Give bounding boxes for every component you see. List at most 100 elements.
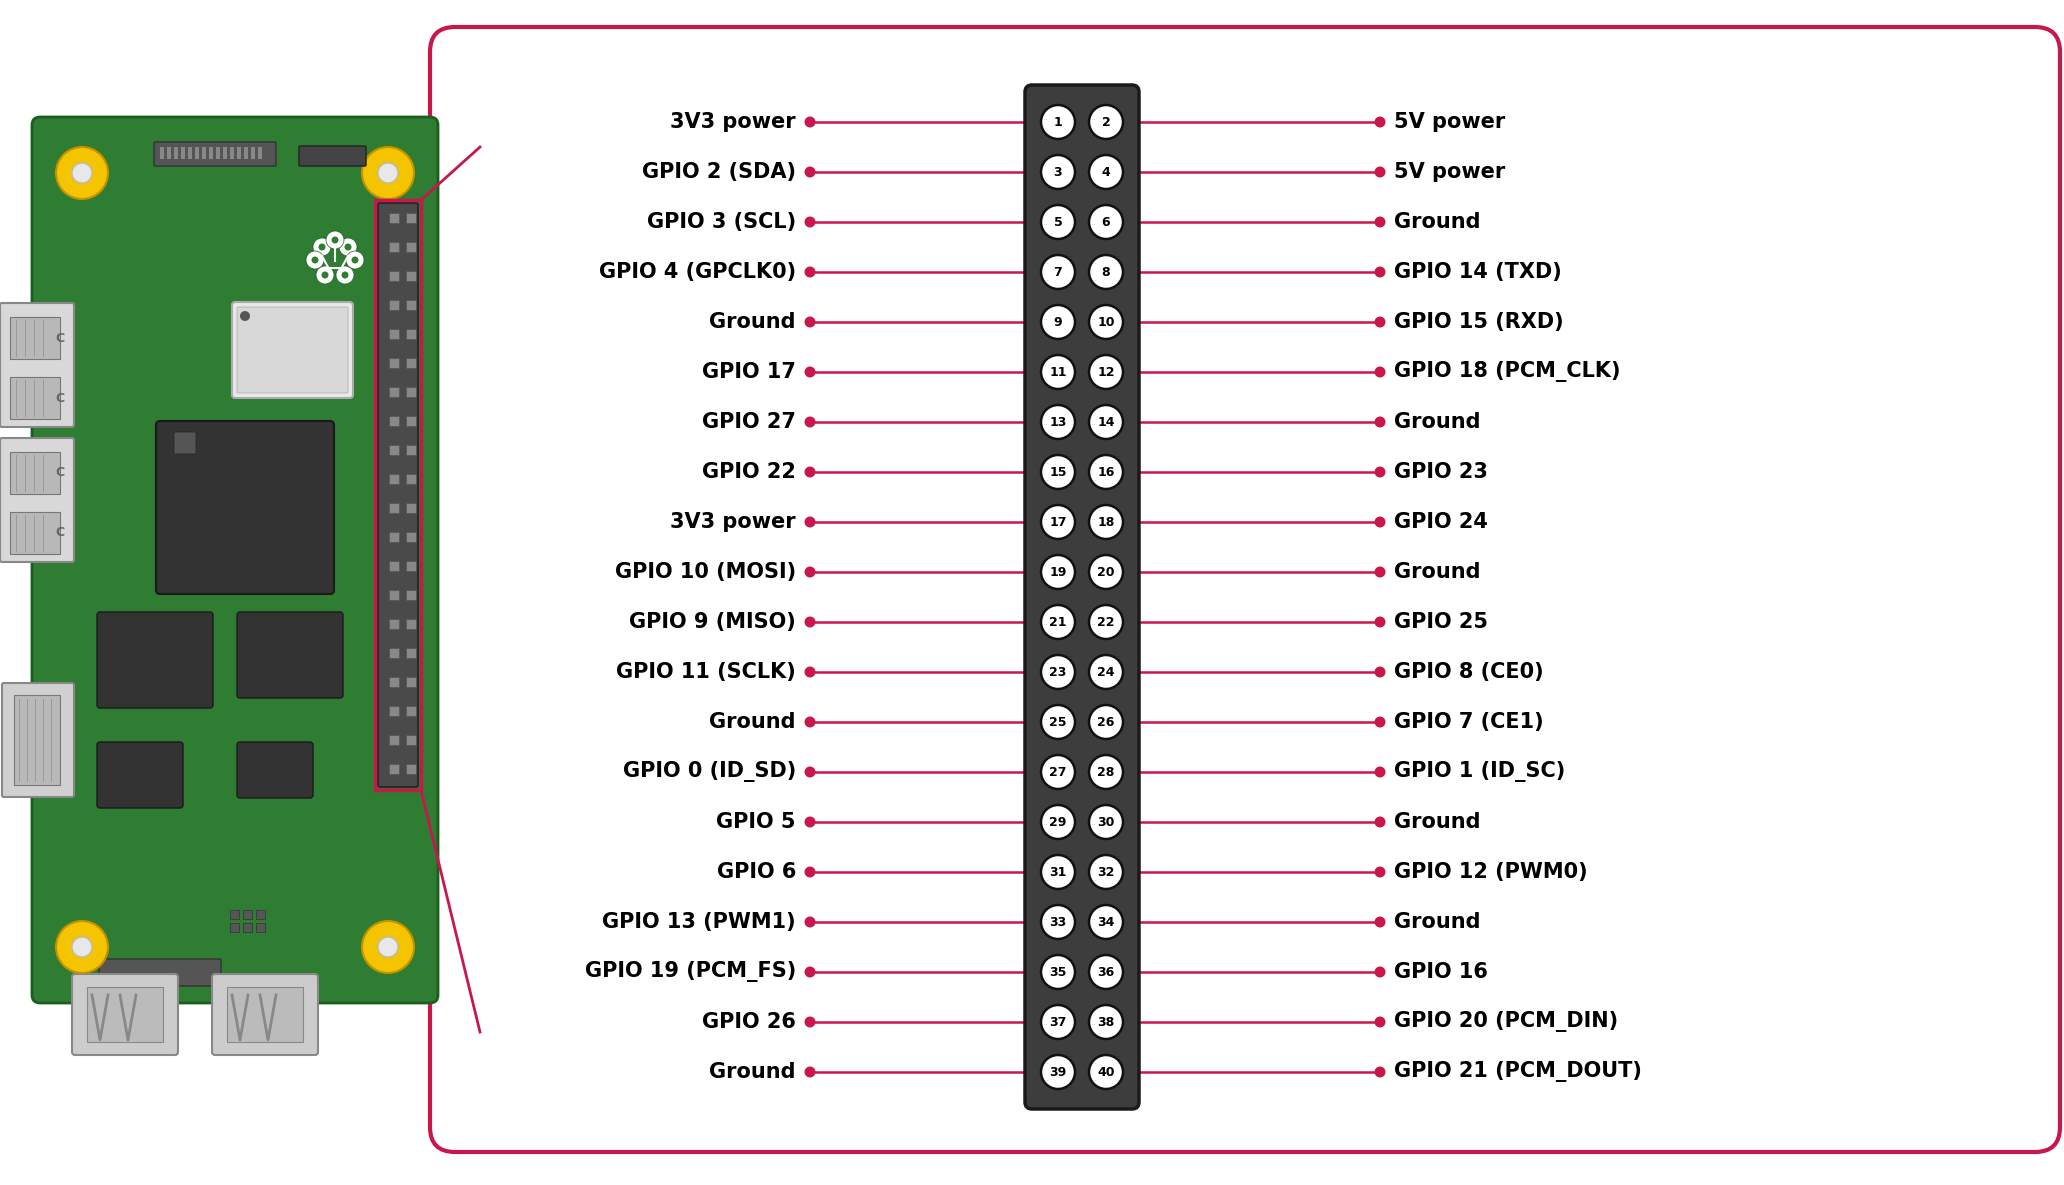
Bar — [217, 147, 221, 159]
Circle shape — [805, 666, 815, 678]
Circle shape — [341, 271, 349, 278]
Circle shape — [1375, 767, 1385, 777]
Text: GPIO 11 (SCLK): GPIO 11 (SCLK) — [617, 662, 797, 683]
FancyBboxPatch shape — [99, 959, 221, 986]
Text: GPIO 22: GPIO 22 — [702, 462, 797, 482]
Circle shape — [314, 238, 330, 256]
Text: GPIO 10 (MOSI): GPIO 10 (MOSI) — [615, 562, 797, 582]
Bar — [188, 147, 192, 159]
Circle shape — [1040, 405, 1075, 438]
Bar — [407, 271, 417, 281]
Circle shape — [316, 265, 334, 284]
Circle shape — [1090, 655, 1123, 688]
Bar — [388, 590, 398, 600]
Bar — [407, 532, 417, 542]
Text: 10: 10 — [1098, 315, 1115, 328]
Bar — [388, 271, 398, 281]
Circle shape — [72, 164, 93, 182]
Circle shape — [1375, 566, 1385, 577]
Bar — [388, 474, 398, 483]
Bar — [407, 416, 417, 425]
FancyBboxPatch shape — [237, 307, 349, 393]
Circle shape — [305, 251, 324, 269]
Circle shape — [1090, 905, 1123, 939]
Circle shape — [1375, 517, 1385, 527]
Bar — [208, 147, 213, 159]
Text: GPIO 27: GPIO 27 — [702, 412, 797, 433]
Circle shape — [1090, 856, 1123, 889]
FancyBboxPatch shape — [0, 438, 74, 562]
Bar — [202, 147, 206, 159]
Text: 14: 14 — [1098, 416, 1115, 429]
Circle shape — [805, 517, 815, 527]
Circle shape — [1040, 655, 1075, 688]
Text: GPIO 12 (PWM0): GPIO 12 (PWM0) — [1393, 861, 1587, 882]
Text: C: C — [56, 332, 64, 345]
Text: GPIO 16: GPIO 16 — [1393, 962, 1488, 982]
Circle shape — [1040, 305, 1075, 339]
Bar — [407, 648, 417, 658]
Bar — [10, 377, 60, 419]
Circle shape — [1375, 316, 1385, 327]
Circle shape — [1040, 205, 1075, 239]
Text: 2: 2 — [1102, 115, 1110, 128]
Bar — [244, 923, 252, 931]
Circle shape — [332, 237, 338, 243]
Text: GPIO 7 (CE1): GPIO 7 (CE1) — [1393, 712, 1544, 732]
Bar — [256, 923, 264, 931]
Text: 23: 23 — [1049, 666, 1067, 679]
Text: 3V3 power: 3V3 power — [671, 113, 797, 132]
Text: 4: 4 — [1102, 166, 1110, 179]
Circle shape — [291, 220, 380, 310]
Circle shape — [1090, 805, 1123, 839]
Circle shape — [378, 164, 398, 182]
Circle shape — [1040, 356, 1075, 389]
Text: 21: 21 — [1049, 615, 1067, 628]
Circle shape — [805, 217, 815, 228]
Text: GPIO 19 (PCM_FS): GPIO 19 (PCM_FS) — [584, 961, 797, 982]
Text: GPIO 4 (GPCLK0): GPIO 4 (GPCLK0) — [599, 262, 797, 282]
Bar — [388, 446, 398, 455]
Text: 8: 8 — [1102, 265, 1110, 278]
Text: GPIO 2 (SDA): GPIO 2 (SDA) — [642, 162, 797, 182]
FancyBboxPatch shape — [231, 302, 353, 398]
FancyBboxPatch shape — [378, 203, 419, 787]
Bar — [252, 147, 256, 159]
Circle shape — [1090, 606, 1123, 639]
Circle shape — [56, 147, 107, 199]
FancyBboxPatch shape — [173, 433, 196, 454]
Bar — [407, 213, 417, 223]
Text: 24: 24 — [1098, 666, 1115, 679]
Circle shape — [805, 566, 815, 577]
FancyBboxPatch shape — [299, 146, 365, 166]
Circle shape — [1375, 267, 1385, 277]
Circle shape — [1375, 1017, 1385, 1027]
Text: Ground: Ground — [1393, 562, 1480, 582]
Bar — [407, 706, 417, 716]
Circle shape — [336, 265, 355, 284]
Bar — [173, 147, 178, 159]
Circle shape — [1090, 105, 1123, 139]
Text: GPIO 5: GPIO 5 — [716, 812, 797, 832]
Circle shape — [1040, 755, 1075, 789]
Circle shape — [318, 243, 326, 250]
Circle shape — [805, 116, 815, 128]
Bar — [388, 213, 398, 223]
Circle shape — [1090, 155, 1123, 188]
Circle shape — [361, 147, 415, 199]
FancyBboxPatch shape — [1026, 85, 1139, 1109]
Circle shape — [1375, 717, 1385, 728]
Circle shape — [326, 231, 345, 249]
Bar — [388, 416, 398, 425]
Text: 32: 32 — [1098, 865, 1115, 878]
Circle shape — [1375, 866, 1385, 878]
Bar — [388, 648, 398, 658]
Bar — [244, 147, 248, 159]
Circle shape — [805, 1017, 815, 1027]
Circle shape — [1375, 666, 1385, 678]
Circle shape — [1090, 405, 1123, 438]
Circle shape — [805, 866, 815, 878]
Circle shape — [1375, 116, 1385, 128]
Text: GPIO 25: GPIO 25 — [1393, 611, 1488, 632]
Circle shape — [1040, 705, 1075, 739]
